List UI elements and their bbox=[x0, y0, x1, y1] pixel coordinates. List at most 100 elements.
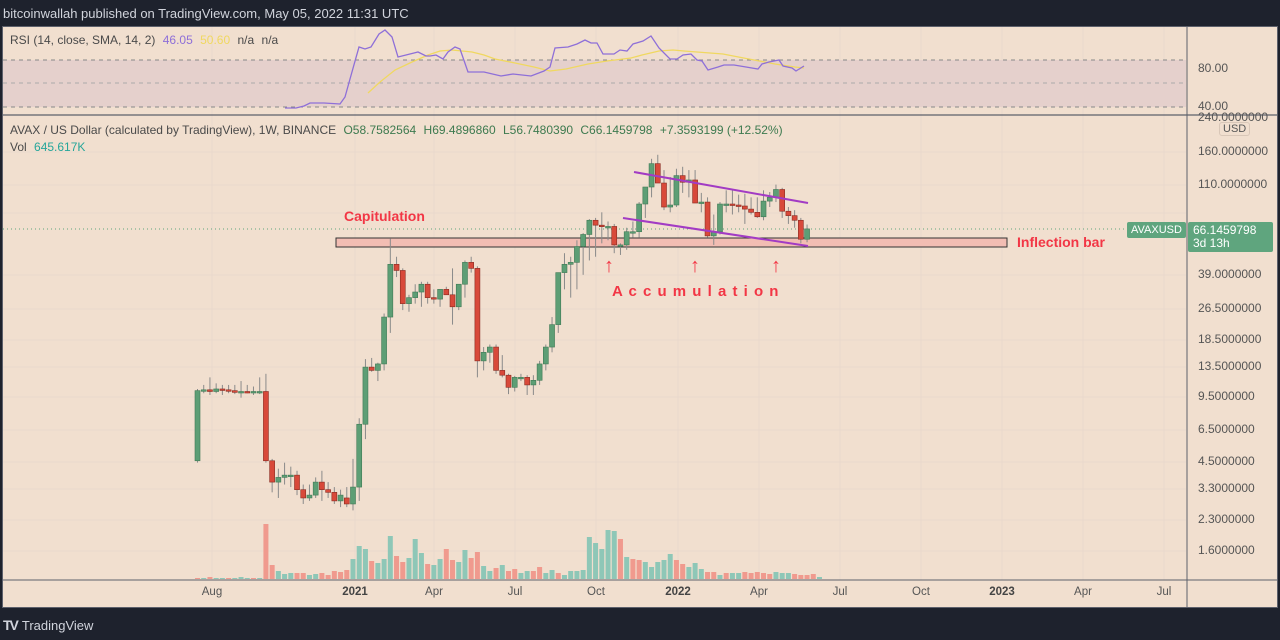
volume-bar bbox=[481, 566, 487, 579]
time-tick-label: Apr bbox=[750, 586, 768, 598]
candle-body bbox=[605, 226, 611, 229]
volume-bar bbox=[636, 560, 642, 579]
volume-bar bbox=[524, 571, 530, 579]
volume-bar bbox=[493, 568, 499, 579]
candle-body bbox=[698, 201, 705, 204]
candle-body bbox=[766, 197, 773, 202]
candle-body bbox=[717, 203, 723, 233]
tradingview-logo[interactable]: TV TradingView bbox=[3, 617, 93, 633]
ohlc-change: +7.3593199 (+12.52%) bbox=[659, 123, 783, 137]
symbol-badge: AVAXUSD bbox=[1127, 222, 1186, 238]
volume-bar bbox=[773, 572, 779, 579]
time-tick-label: 2021 bbox=[342, 586, 368, 598]
volume-bar bbox=[313, 574, 319, 579]
volume-bar bbox=[599, 549, 605, 579]
candle-body bbox=[443, 289, 450, 296]
volume-bar bbox=[549, 570, 555, 579]
candle-body bbox=[530, 380, 537, 386]
candle-body bbox=[287, 474, 294, 477]
arrow-up-icon: ↑ bbox=[771, 255, 781, 277]
ohlc-open: O58.7582564 bbox=[343, 123, 417, 137]
time-tick-label: Apr bbox=[425, 586, 443, 598]
candle-body bbox=[319, 481, 325, 490]
time-tick-label: Apr bbox=[1074, 586, 1092, 598]
candle-body bbox=[785, 210, 792, 216]
volume-bar bbox=[232, 578, 238, 579]
time-tick-label: Aug bbox=[201, 586, 223, 598]
candle-body bbox=[636, 203, 642, 233]
volume-bar bbox=[530, 571, 536, 579]
rsi-label: RSI (14, close, SMA, 14, 2) bbox=[10, 33, 156, 47]
candle-body bbox=[381, 316, 387, 365]
last-price: 66.1459798 bbox=[1193, 223, 1257, 237]
candle-body bbox=[791, 215, 798, 221]
candle-body bbox=[362, 366, 369, 425]
volume-bar bbox=[431, 565, 437, 579]
rsi-legend: RSI (14, close, SMA, 14, 2) 46.05 50.60 … bbox=[10, 33, 278, 47]
volume-bar bbox=[804, 575, 810, 579]
volume-value: 645.617K bbox=[34, 140, 86, 154]
candle-body bbox=[679, 175, 686, 183]
candle-body bbox=[431, 297, 437, 300]
bar-countdown: 3d 13h bbox=[1193, 236, 1230, 250]
candle-body bbox=[312, 481, 319, 496]
candle-body bbox=[580, 234, 586, 247]
volume-bar bbox=[468, 558, 474, 579]
candle-body bbox=[511, 377, 518, 388]
candle-body bbox=[667, 204, 674, 208]
volume-bar bbox=[680, 564, 686, 579]
capitulation-annotation: Capitulation bbox=[344, 208, 425, 224]
volume-bar bbox=[400, 562, 406, 579]
volume-bar bbox=[723, 573, 729, 579]
volume-bar bbox=[810, 574, 816, 579]
candle-body bbox=[505, 374, 512, 388]
currency-label[interactable]: USD bbox=[1219, 122, 1251, 136]
price-tick-label: 9.5000000 bbox=[1198, 389, 1255, 403]
ohlc-close: C66.1459798 bbox=[580, 123, 653, 137]
volume-bar bbox=[499, 565, 505, 579]
volume-bar bbox=[655, 562, 661, 579]
tradingview-brand: TradingView bbox=[21, 617, 94, 633]
candle-body bbox=[468, 262, 474, 269]
accumulation-annotation: A c c u m u l a t i o n bbox=[612, 283, 780, 300]
volume-bar bbox=[425, 564, 431, 579]
volume-bar bbox=[779, 573, 785, 579]
candle-body bbox=[418, 283, 425, 293]
candle-body bbox=[393, 264, 400, 271]
volume-bar bbox=[294, 573, 300, 579]
volume-bar bbox=[817, 577, 822, 579]
volume-bar bbox=[742, 572, 748, 579]
time-tick-label: 2022 bbox=[665, 586, 691, 598]
volume-bar bbox=[456, 562, 462, 579]
footer-bar: TV TradingView bbox=[0, 608, 1280, 640]
volume-bar bbox=[561, 575, 567, 579]
candle-body bbox=[536, 363, 543, 381]
publish-header: bitcoinwallah published on TradingView.c… bbox=[0, 0, 1280, 26]
volume-bar bbox=[219, 578, 225, 579]
candle-body bbox=[555, 272, 562, 325]
rsi-line bbox=[285, 29, 805, 109]
volume-bar bbox=[729, 573, 735, 579]
candle-body bbox=[462, 262, 468, 285]
last-price-badge: 66.1459798 3d 13h bbox=[1188, 222, 1273, 252]
candle-body bbox=[225, 389, 232, 392]
candle-body bbox=[399, 270, 406, 304]
candle-body bbox=[300, 489, 307, 499]
candle-body bbox=[642, 186, 649, 205]
volume-bar bbox=[692, 563, 698, 579]
volume-bar bbox=[288, 573, 294, 579]
volume-bar bbox=[207, 577, 213, 579]
candle-body bbox=[455, 283, 462, 308]
rsi-na-2: n/a bbox=[261, 33, 279, 47]
volume-bar bbox=[543, 573, 549, 579]
candle-body bbox=[281, 474, 288, 478]
candle-body bbox=[729, 203, 736, 206]
candle-body bbox=[368, 366, 375, 371]
candle-body bbox=[244, 391, 251, 394]
channel-lower-line bbox=[622, 217, 809, 247]
chart-frame[interactable] bbox=[2, 26, 1278, 608]
volume-bar bbox=[350, 559, 356, 579]
volume-bar bbox=[250, 578, 256, 579]
candle-body bbox=[294, 474, 300, 490]
